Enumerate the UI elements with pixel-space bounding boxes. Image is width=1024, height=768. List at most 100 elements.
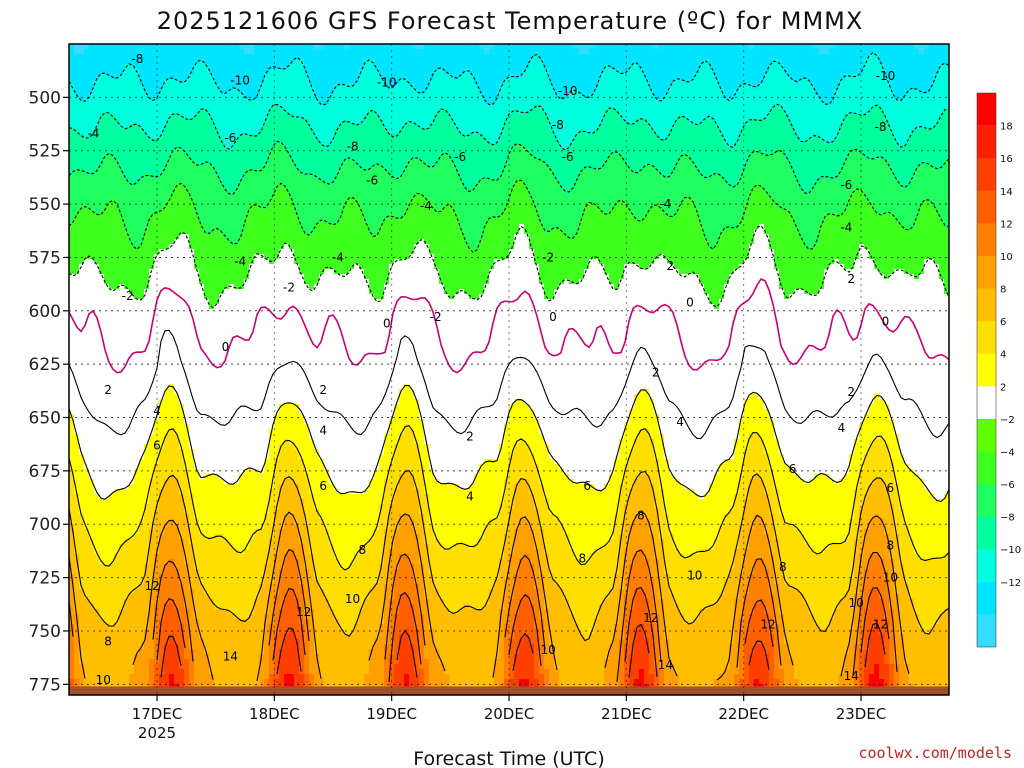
field-cell xyxy=(119,54,125,60)
field-cell xyxy=(69,64,75,70)
field-cell xyxy=(239,279,245,285)
field-cell xyxy=(174,314,180,320)
field-cell xyxy=(144,69,150,75)
field-cell xyxy=(169,319,175,325)
field-cell xyxy=(109,389,115,395)
field-cell xyxy=(69,429,75,435)
field-cell xyxy=(159,539,165,545)
field-cell xyxy=(69,389,75,395)
field-cell xyxy=(69,229,75,235)
field-cell xyxy=(109,209,115,215)
field-cell xyxy=(114,84,120,90)
field-cell xyxy=(154,154,160,160)
field-cell xyxy=(94,114,100,120)
field-cell xyxy=(104,374,110,380)
field-cell xyxy=(159,389,165,395)
field-cell xyxy=(169,279,175,285)
field-cell xyxy=(129,154,135,160)
field-cell xyxy=(99,524,105,530)
field-cell xyxy=(144,519,150,525)
field-cell xyxy=(89,414,95,420)
field-cell xyxy=(194,214,200,220)
field-cell xyxy=(179,384,185,390)
field-cell xyxy=(164,659,170,665)
field-cell xyxy=(194,529,200,535)
field-cell xyxy=(94,229,100,235)
field-cell xyxy=(144,339,150,345)
field-cell xyxy=(129,334,135,340)
field-cell xyxy=(234,584,240,590)
field-cell xyxy=(99,659,105,665)
field-cell xyxy=(124,449,130,455)
field-cell xyxy=(164,654,170,660)
field-cell xyxy=(149,334,155,340)
field-cell xyxy=(244,94,250,100)
field-cell xyxy=(109,664,115,670)
field-cell xyxy=(249,159,255,165)
field-cell xyxy=(74,344,80,350)
field-cell xyxy=(209,449,215,455)
field-cell xyxy=(144,144,150,150)
field-cell xyxy=(129,119,135,125)
field-cell xyxy=(134,254,140,260)
field-cell xyxy=(199,284,205,290)
field-cell xyxy=(144,54,150,60)
field-cell xyxy=(224,99,230,105)
field-cell xyxy=(204,289,210,295)
field-cell xyxy=(189,129,195,135)
field-cell xyxy=(69,279,75,285)
field-cell xyxy=(234,494,240,500)
field-cell xyxy=(194,429,200,435)
field-cell xyxy=(119,674,125,680)
field-cell xyxy=(194,509,200,515)
field-cell xyxy=(89,619,95,625)
field-cell xyxy=(214,184,220,190)
field-cell xyxy=(194,279,200,285)
field-cell xyxy=(239,54,245,60)
field-cell xyxy=(154,539,160,545)
field-cell xyxy=(214,239,220,245)
field-cell xyxy=(229,274,235,280)
field-cell xyxy=(84,159,90,165)
field-cell xyxy=(214,349,220,355)
field-cell xyxy=(104,89,110,95)
field-cell xyxy=(89,679,95,685)
field-cell xyxy=(169,479,175,485)
field-cell xyxy=(124,379,130,385)
field-cell xyxy=(209,339,215,345)
field-cell xyxy=(214,444,220,450)
field-cell xyxy=(199,304,205,310)
field-cell xyxy=(134,449,140,455)
field-cell xyxy=(194,549,200,555)
field-cell xyxy=(219,644,225,650)
field-cell xyxy=(84,369,90,375)
field-cell xyxy=(224,329,230,335)
field-cell xyxy=(204,559,210,565)
field-cell xyxy=(69,209,75,215)
field-cell xyxy=(209,484,215,490)
field-cell xyxy=(79,159,85,165)
field-cell xyxy=(144,459,150,465)
field-cell xyxy=(74,439,80,445)
field-cell xyxy=(209,594,215,600)
field-cell xyxy=(219,134,225,140)
field-cell xyxy=(169,169,175,175)
field-cell xyxy=(164,474,170,480)
field-cell xyxy=(179,234,185,240)
field-cell xyxy=(164,514,170,520)
field-cell xyxy=(154,284,160,290)
field-cell xyxy=(94,79,100,85)
field-cell xyxy=(179,189,185,195)
field-cell xyxy=(149,539,155,545)
field-cell xyxy=(149,514,155,520)
field-cell xyxy=(84,129,90,135)
field-cell xyxy=(69,534,75,540)
field-cell xyxy=(89,104,95,110)
field-cell xyxy=(164,479,170,485)
field-cell xyxy=(119,284,125,290)
field-cell xyxy=(124,574,130,580)
field-cell xyxy=(94,289,100,295)
field-cell xyxy=(219,179,225,185)
field-cell xyxy=(74,394,80,400)
field-cell xyxy=(159,119,165,125)
